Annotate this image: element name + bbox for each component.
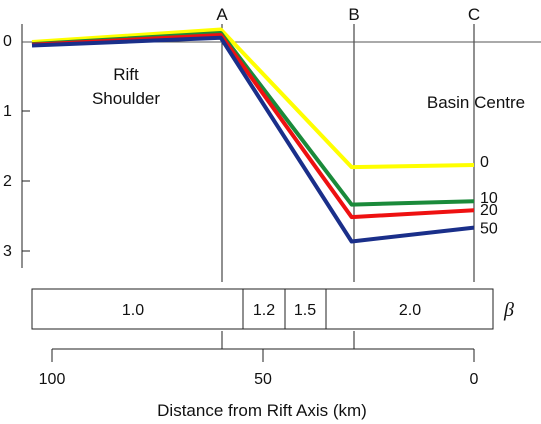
- beta-segment-3: 1.5: [294, 302, 316, 319]
- rift-shoulder-label-line1: Rift: [113, 65, 139, 84]
- beta-segment-2: 1.2: [253, 302, 275, 319]
- column-label-c: C: [468, 5, 480, 24]
- beta-bar-box: [31, 288, 494, 330]
- x-tick-label-0: 0: [470, 371, 479, 388]
- depth-label-3: 3: [3, 243, 12, 260]
- curve-label-0: 0: [480, 154, 489, 171]
- curve-label-50: 50: [480, 221, 498, 238]
- x-tick-label-50: 50: [254, 371, 272, 388]
- x-axis-label: Distance from Rift Axis (km): [157, 401, 367, 420]
- column-label-a: A: [216, 5, 228, 24]
- curve-label-10: 10: [480, 190, 498, 207]
- beta-segment-1: 1.0: [122, 302, 144, 319]
- basin-centre-label: Basin Centre: [427, 93, 525, 112]
- x-tick-label-100: 100: [39, 371, 66, 388]
- depth-label-1: 1: [3, 103, 12, 120]
- beta-symbol: β: [503, 299, 514, 321]
- curve-label-20: 20: [480, 202, 498, 219]
- depth-label-2: 2: [3, 173, 12, 190]
- curve-beta-50: [31, 35, 475, 244]
- rift-shoulder-label-line2: Shoulder: [92, 89, 160, 108]
- column-label-b: B: [348, 5, 359, 24]
- depth-label-0: 0: [3, 33, 12, 50]
- curve-beta-0: [31, 27, 475, 170]
- curve-beta-10: [31, 31, 475, 207]
- beta-segment-4: 2.0: [399, 302, 421, 319]
